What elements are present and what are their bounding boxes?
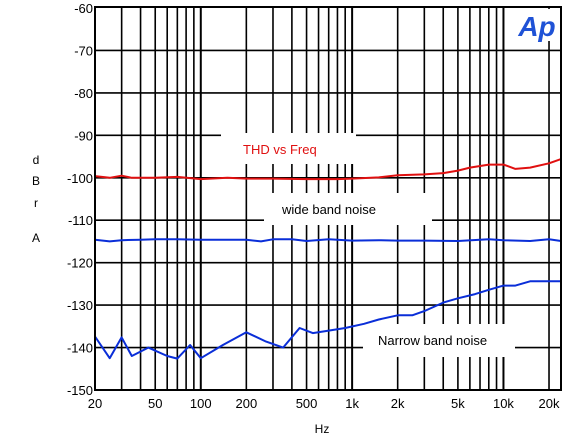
x-tick-label: 10k xyxy=(493,396,514,411)
x-axis-title: Hz xyxy=(315,422,330,436)
plot-frame xyxy=(94,6,562,391)
y-tick-label: -140 xyxy=(67,341,93,356)
series-line-0 xyxy=(94,158,562,181)
y-axis-title-line: B xyxy=(32,174,40,188)
x-tick-label: 50 xyxy=(148,396,162,411)
ap-logo: Ap xyxy=(515,9,559,42)
series-line-1 xyxy=(94,238,562,243)
ap-logo-text: Ap xyxy=(517,11,555,42)
x-tick-label: 20 xyxy=(88,396,102,411)
annotation-wide-band-noise: wide band noise xyxy=(281,202,376,217)
y-tick-labels: -60 -70 -80 -90 -100 -110 -120 -130 -140 -150 xyxy=(67,1,93,398)
y-tick-label: -120 xyxy=(67,256,93,271)
y-tick-label: -150 xyxy=(67,383,93,398)
annotation-box-wide xyxy=(264,193,432,225)
x-tick-label: 20k xyxy=(539,396,560,411)
y-tick-label: -90 xyxy=(74,128,93,143)
y-axis-title: d B r A xyxy=(32,153,40,245)
y-axis-title-line: A xyxy=(32,231,40,245)
series-lines xyxy=(94,158,562,360)
x-tick-label: 2k xyxy=(391,396,405,411)
x-tick-label: 1k xyxy=(345,396,359,411)
series-line-2 xyxy=(94,280,561,360)
x-tick-label: 500 xyxy=(296,396,318,411)
y-tick-label: -110 xyxy=(68,213,93,228)
y-tick-label: -70 xyxy=(74,43,93,58)
annotation-thd-vs-freq: THD vs Freq xyxy=(243,142,317,157)
y-tick-label: -100 xyxy=(67,171,93,186)
x-tick-label: 100 xyxy=(190,396,212,411)
x-tick-label: 5k xyxy=(451,396,465,411)
annotation-box-narrow xyxy=(363,324,515,357)
annotation-box-thd xyxy=(221,133,356,164)
x-tick-labels: 20 50 100 200 500 1k 2k 5k 10k 20k xyxy=(88,396,560,411)
y-tick-label: -80 xyxy=(74,86,93,101)
annotation-narrow-band-noise: Narrow band noise xyxy=(378,333,487,348)
y-tick-label: -130 xyxy=(67,298,93,313)
y-axis-title-line: r xyxy=(34,196,38,210)
x-tick-label: 200 xyxy=(235,396,257,411)
y-tick-label: -60 xyxy=(74,1,93,16)
y-axis-title-line: d xyxy=(33,153,40,167)
